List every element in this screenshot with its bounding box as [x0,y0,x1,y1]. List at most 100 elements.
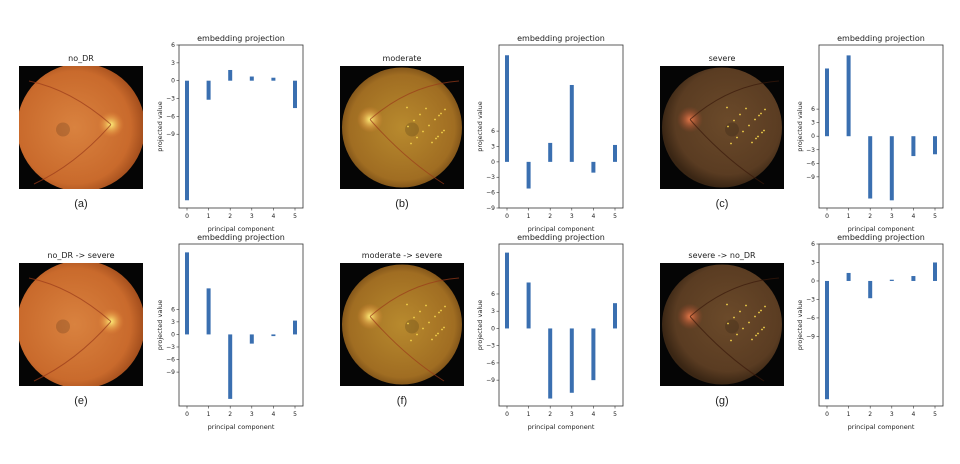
y-tick-label: −9 [806,174,815,181]
panel-e: no_DR -> severe (e) embedding projection pr… [19,233,304,431]
y-tick-label: 6 [171,306,175,313]
bar [911,136,916,157]
exudate [742,327,744,330]
bar [271,334,276,337]
bar [505,55,509,162]
macula [405,319,419,334]
x-tick-label: 1 [207,213,211,220]
macula [56,122,70,137]
exudate [440,309,442,312]
exudate [410,339,412,342]
bar [868,136,873,199]
x-tick-label: 1 [847,213,851,220]
plot-frame [818,243,944,407]
exudate [443,129,445,132]
exudate [761,328,763,331]
y-tick-label: 0 [811,133,815,140]
y-axis-label: projected value [796,300,804,351]
exudate [406,106,408,109]
y-tick-label: −9 [166,369,175,376]
bar [505,252,509,329]
retina [342,264,462,385]
bar [526,282,531,329]
chart-title: embedding projection [517,34,605,43]
chart-title: embedding projection [837,233,925,242]
exudate [413,119,415,122]
panel-caption: (b) [395,198,408,210]
y-tick-label: −6 [486,360,495,367]
vessel [33,321,112,382]
exudate [754,315,756,318]
exudate [425,304,427,307]
bar [206,80,211,100]
x-tick-label: 0 [505,411,509,418]
exudate [434,315,436,318]
exudate [726,106,728,109]
x-axis-label: principal component [528,225,595,233]
fundus-image [662,67,782,188]
y-tick-label: 6 [811,106,815,113]
bar [825,68,829,137]
x-tick-label: 3 [890,213,894,220]
x-tick-label: 2 [868,213,872,220]
exudate [745,107,747,110]
exudate [739,113,741,116]
macula [405,122,419,137]
x-tick-label: 2 [228,213,232,220]
y-tick-label: −6 [166,113,175,120]
panel-a: no_DR (a) embedding projection principal co… [19,34,304,233]
exudate [760,112,762,115]
bar [271,77,276,81]
exudate [757,332,759,335]
y-axis-label: projected value [156,300,164,351]
exudate [431,141,433,144]
panel-caption: (a) [74,198,87,210]
x-tick-label: 4 [271,411,275,418]
x-tick-label: 4 [911,213,915,220]
y-tick-label: −3 [166,96,175,103]
image-title: severe -> no_DR [688,251,756,260]
exudate [748,124,750,127]
y-tick-label: −9 [166,131,175,138]
exudate [444,305,446,308]
bar [548,328,553,399]
x-tick-label: 5 [933,213,937,220]
x-tick-label: 5 [613,213,617,220]
bar [293,320,297,335]
exudate [742,130,744,133]
exudate [437,135,439,138]
fundus-image [342,264,462,385]
y-tick-label: −3 [486,343,495,350]
x-tick-label: 4 [591,411,595,418]
y-tick-label: 6 [491,291,495,298]
exudate [758,114,760,117]
bar [228,334,233,399]
panel-f: moderate -> severe (f) embedding projectio… [340,233,624,431]
x-tick-label: 3 [250,411,254,418]
exudate [413,316,415,319]
x-axis-label: principal component [528,423,595,431]
plot-frame [178,243,304,407]
bar-chart: embedding projection principal component p… [156,233,304,431]
y-tick-label: 0 [171,78,175,85]
exudate [422,130,424,133]
bar [569,328,574,393]
x-tick-label: 4 [911,411,915,418]
fundus-image [662,264,782,385]
exudate [763,129,765,132]
x-tick-label: 2 [548,213,552,220]
retina [662,67,782,188]
exudate [437,332,439,335]
bar [933,262,937,281]
exudate [763,326,765,329]
fundus-image [19,263,143,386]
bar [591,161,596,173]
bar [825,280,829,400]
exudate [730,339,732,342]
y-tick-label: −6 [166,357,175,364]
exudate [416,333,418,336]
bar [185,80,189,201]
panel-caption: (c) [716,198,729,210]
exudate [736,136,738,139]
y-tick-label: −3 [166,344,175,351]
